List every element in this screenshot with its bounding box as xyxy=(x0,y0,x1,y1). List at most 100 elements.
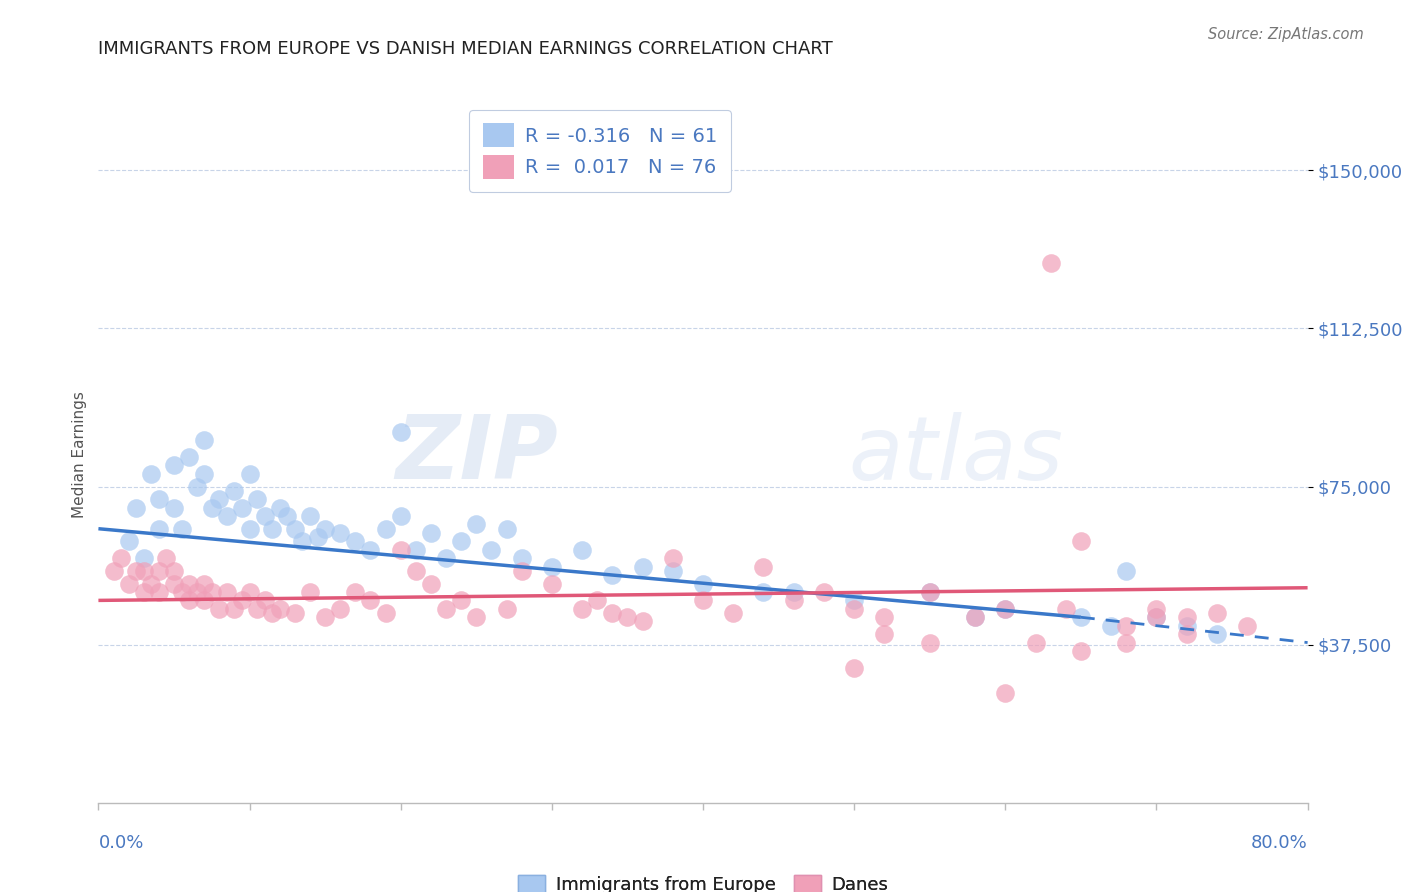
Point xyxy=(269,500,291,515)
Point xyxy=(389,542,412,557)
Point xyxy=(1144,610,1167,624)
Point xyxy=(1206,606,1229,620)
Point xyxy=(177,593,201,607)
Point xyxy=(215,509,238,524)
Point xyxy=(163,576,186,591)
Point xyxy=(1115,618,1137,632)
Point xyxy=(434,602,457,616)
Point xyxy=(1099,618,1122,632)
Point xyxy=(405,542,427,557)
Point xyxy=(465,517,488,532)
Point xyxy=(239,467,262,481)
Point xyxy=(918,635,941,649)
Point xyxy=(1070,644,1092,658)
Point xyxy=(450,593,472,607)
Point xyxy=(329,525,352,540)
Point xyxy=(631,559,654,574)
Point xyxy=(201,500,224,515)
Point xyxy=(1115,564,1137,578)
Point xyxy=(1024,635,1046,649)
Point xyxy=(994,602,1017,616)
Point xyxy=(163,564,186,578)
Point xyxy=(329,602,352,616)
Point xyxy=(132,551,155,566)
Point xyxy=(201,585,224,599)
Point xyxy=(965,610,987,624)
Point xyxy=(262,606,284,620)
Point xyxy=(481,542,503,557)
Text: Source: ZipAtlas.com: Source: ZipAtlas.com xyxy=(1208,27,1364,42)
Point xyxy=(965,610,987,624)
Point xyxy=(752,559,775,574)
Point xyxy=(661,564,683,578)
Point xyxy=(224,483,246,498)
Point xyxy=(193,576,215,591)
Point xyxy=(314,522,336,536)
Point xyxy=(994,686,1017,700)
Point xyxy=(918,585,941,599)
Point xyxy=(193,433,215,447)
Point xyxy=(103,564,125,578)
Point xyxy=(148,585,170,599)
Point xyxy=(284,606,307,620)
Point xyxy=(389,425,412,439)
Point xyxy=(231,593,253,607)
Point xyxy=(314,610,336,624)
Point xyxy=(110,551,132,566)
Text: 80.0%: 80.0% xyxy=(1251,834,1308,852)
Point xyxy=(1144,610,1167,624)
Point xyxy=(276,509,298,524)
Text: ZIP: ZIP xyxy=(395,411,558,499)
Point xyxy=(405,564,427,578)
Point xyxy=(177,450,201,464)
Point xyxy=(239,585,262,599)
Point xyxy=(631,615,654,629)
Point xyxy=(344,534,367,549)
Point xyxy=(299,585,322,599)
Point xyxy=(616,610,638,624)
Point xyxy=(571,602,593,616)
Point xyxy=(434,551,457,566)
Point xyxy=(782,593,804,607)
Point xyxy=(602,606,624,620)
Point xyxy=(262,522,284,536)
Point xyxy=(253,509,276,524)
Point xyxy=(224,602,246,616)
Point xyxy=(994,602,1017,616)
Point xyxy=(170,522,193,536)
Point xyxy=(540,559,562,574)
Point xyxy=(239,522,262,536)
Point xyxy=(177,576,201,591)
Point xyxy=(125,500,148,515)
Point xyxy=(571,542,593,557)
Point xyxy=(813,585,835,599)
Point xyxy=(495,602,517,616)
Point xyxy=(141,467,163,481)
Point xyxy=(752,585,775,599)
Point xyxy=(1175,618,1198,632)
Point xyxy=(231,500,253,515)
Point xyxy=(269,602,291,616)
Point xyxy=(721,606,744,620)
Point xyxy=(118,576,141,591)
Text: atlas: atlas xyxy=(848,412,1063,498)
Point xyxy=(844,602,866,616)
Point xyxy=(661,551,683,566)
Point xyxy=(163,500,186,515)
Point xyxy=(132,585,155,599)
Point xyxy=(1039,256,1062,270)
Point xyxy=(1175,610,1198,624)
Point xyxy=(208,492,231,507)
Point xyxy=(495,522,517,536)
Point xyxy=(918,585,941,599)
Point xyxy=(586,593,609,607)
Point xyxy=(510,551,533,566)
Point xyxy=(510,564,533,578)
Point xyxy=(782,585,804,599)
Point xyxy=(1070,610,1092,624)
Point xyxy=(692,576,714,591)
Point xyxy=(360,593,382,607)
Text: 0.0%: 0.0% xyxy=(98,834,143,852)
Text: IMMIGRANTS FROM EUROPE VS DANISH MEDIAN EARNINGS CORRELATION CHART: IMMIGRANTS FROM EUROPE VS DANISH MEDIAN … xyxy=(98,40,834,58)
Point xyxy=(170,585,193,599)
